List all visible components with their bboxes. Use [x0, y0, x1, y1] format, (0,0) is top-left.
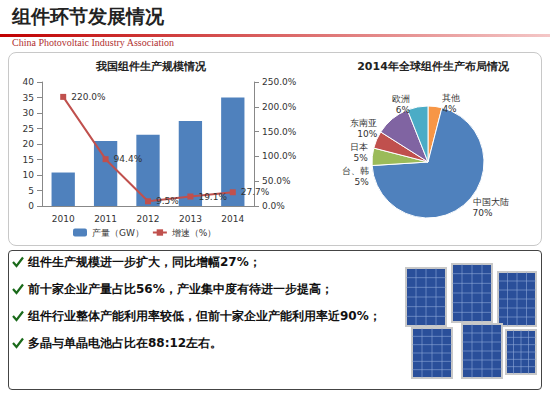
svg-text:15: 15: [23, 155, 34, 165]
svg-text:东南亚: 东南亚: [350, 118, 377, 128]
svg-text:5: 5: [28, 186, 34, 196]
html-text:China Photovoltaic Industry As: China Photovoltaic Industry Association: [12, 37, 174, 48]
svg-text:产量（GW）: 产量（GW）: [92, 228, 144, 238]
svg-text:50.0%: 50.0%: [262, 176, 291, 186]
svg-text:台、韩: 台、韩: [342, 166, 369, 176]
svg-text:94.4%: 94.4%: [114, 154, 143, 164]
html-text:组件行业整体产能利用率较低，但前十家企业产能利用率近90%；: 组件行业整体产能利用率较低，但前十家企业产能利用率近90%；: [28, 309, 381, 323]
svg-text:19.1%: 19.1%: [198, 192, 227, 202]
svg-text:增速（%）: 增速（%）: [171, 228, 217, 238]
svg-text:0.0%: 0.0%: [262, 201, 285, 211]
svg-text:日本: 日本: [350, 142, 368, 152]
svg-text:其他: 其他: [442, 93, 460, 103]
svg-text:欧洲: 欧洲: [392, 94, 410, 104]
html-text:组件生产规模进一步扩大，同比增幅27%；: 组件生产规模进一步扩大，同比增幅27%；: [28, 255, 261, 269]
svg-text:35: 35: [23, 93, 34, 103]
svg-text:我国组件生产规模情况: 我国组件生产规模情况: [95, 60, 207, 73]
svg-text:220.0%: 220.0%: [71, 92, 106, 102]
svg-text:100.0%: 100.0%: [262, 151, 297, 161]
svg-text:250.0%: 250.0%: [262, 77, 297, 87]
svg-text:27.7%: 27.7%: [241, 187, 270, 197]
svg-text:25: 25: [23, 124, 34, 134]
html-text:多晶与单晶电池占比在88:12左右。: 多晶与单晶电池占比在88:12左右。: [28, 336, 223, 350]
svg-text:2010: 2010: [52, 214, 75, 224]
svg-text:0: 0: [28, 201, 34, 211]
svg-text:40: 40: [23, 77, 35, 87]
svg-text:2011: 2011: [94, 214, 117, 224]
svg-text:150.0%: 150.0%: [262, 127, 297, 137]
svg-text:10: 10: [23, 170, 35, 180]
svg-text:2014年全球组件生产布局情况: 2014年全球组件生产布局情况: [357, 60, 510, 73]
html-text:组件环节发展情况: 组件环节发展情况: [12, 5, 164, 27]
svg-text:70%: 70%: [473, 208, 493, 218]
html-text:前十家企业产量占比56%，产业集中度有待进一步提高；: 前十家企业产量占比56%，产业集中度有待进一步提高；: [28, 282, 333, 296]
svg-text:5%: 5%: [354, 177, 369, 187]
svg-text:200.0%: 200.0%: [262, 102, 297, 112]
svg-text:6%: 6%: [396, 105, 411, 115]
svg-text:5%: 5%: [354, 153, 369, 163]
svg-text:2014: 2014: [221, 214, 244, 224]
svg-text:10%: 10%: [357, 129, 377, 139]
svg-text:中国大陆: 中国大陆: [473, 197, 509, 207]
svg-text:4%: 4%: [442, 104, 457, 114]
svg-text:9.5%: 9.5%: [156, 196, 179, 206]
svg-text:20: 20: [23, 139, 35, 149]
svg-text:30: 30: [23, 108, 35, 118]
svg-text:2013: 2013: [179, 214, 202, 224]
svg-text:2012: 2012: [137, 214, 160, 224]
